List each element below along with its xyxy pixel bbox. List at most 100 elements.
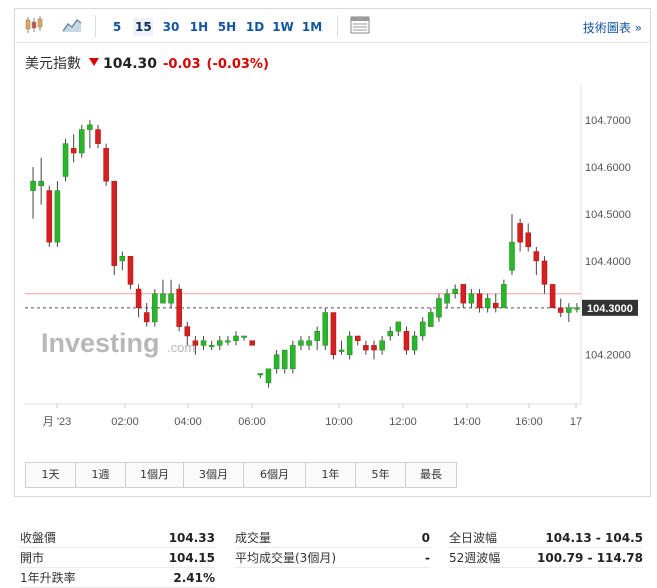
stats-column: 收盤價 104.33 開市 104.15 1年升跌率 2.41% xyxy=(20,528,215,588)
current-price-tag xyxy=(582,299,638,316)
timeframe-1d[interactable]: 1D xyxy=(245,20,265,34)
timeframe-15[interactable]: 15 xyxy=(133,18,153,36)
candle-body xyxy=(557,307,564,313)
price-change: -0.03 xyxy=(163,57,201,72)
candle-body xyxy=(265,368,272,384)
range-1m[interactable]: 1個月 xyxy=(126,463,184,487)
x-tick-label: 17 xyxy=(570,416,582,428)
timeframe-5[interactable]: 5 xyxy=(112,20,122,34)
y-tick-label: 104.2000 xyxy=(585,350,631,362)
chart-toolbar: 5 15 30 1H 5H 1D 1W 1M 技術圖表 » xyxy=(15,9,650,43)
candle-body xyxy=(501,284,507,309)
candle-body xyxy=(298,340,304,346)
candle-body xyxy=(176,288,182,327)
timeframe-5h[interactable]: 5H xyxy=(217,20,237,34)
candle-body xyxy=(233,335,239,341)
y-tick-label: 104.5000 xyxy=(585,209,631,221)
candle-body xyxy=(419,321,426,337)
timeframe-1h[interactable]: 1H xyxy=(189,20,209,34)
candle-body xyxy=(330,312,337,355)
quote-header: 美元指數 104.30 -0.03 (-0.03%) xyxy=(25,53,269,75)
stat-row: 1年升跌率 2.41% xyxy=(20,568,215,588)
table-icon[interactable] xyxy=(349,15,371,35)
candle-body xyxy=(87,124,93,130)
candle-body xyxy=(119,255,126,262)
range-3m[interactable]: 3個月 xyxy=(184,463,244,487)
candle-body xyxy=(574,307,580,310)
candle-body xyxy=(517,223,523,243)
range-6m[interactable]: 6個月 xyxy=(244,463,306,487)
candle-body xyxy=(62,143,69,177)
candle-body xyxy=(38,180,44,187)
candle-body xyxy=(241,335,247,338)
candle-body xyxy=(338,349,345,352)
range-1w[interactable]: 1週 xyxy=(76,463,126,487)
candle-body xyxy=(54,190,61,243)
area-chart-icon[interactable] xyxy=(61,15,83,35)
range-max[interactable]: 最長 xyxy=(406,463,456,487)
candle-body xyxy=(281,349,288,370)
stats-table: 收盤價 104.33 開市 104.15 1年升跌率 2.41% 成交量 0 平均成交量… xyxy=(20,528,643,588)
candle-body xyxy=(549,284,556,309)
stat-label: 全日波幅 xyxy=(449,531,498,545)
candle-body xyxy=(216,340,223,346)
stats-column: 全日波幅 104.13 - 104.5 52週波幅 100.79 - 114.78 xyxy=(449,528,643,568)
candlestick-icon[interactable] xyxy=(23,15,45,35)
candle-body xyxy=(387,331,394,337)
candle-body xyxy=(30,180,36,191)
candle-body xyxy=(152,293,158,323)
stat-label: 平均成交量(3個月) xyxy=(235,551,336,565)
timeframe-1w[interactable]: 1W xyxy=(272,20,294,34)
candle-body xyxy=(509,241,515,271)
candle-body xyxy=(525,232,532,248)
toolbar-separator xyxy=(95,15,96,37)
stat-value: 0 xyxy=(421,531,430,545)
stat-value: 104.33 xyxy=(168,531,215,545)
stat-value: 104.15 xyxy=(168,551,215,565)
watermark-text: Investing xyxy=(41,328,160,358)
stat-label: 開市 xyxy=(20,551,45,565)
current-price-label: 104.3000 xyxy=(587,303,633,315)
candle-body xyxy=(363,345,369,351)
candle-body xyxy=(273,354,280,370)
range-selector: 1天 1週 1個月 3個月 6個月 1年 5年 最長 xyxy=(25,462,457,488)
candle-body xyxy=(168,293,174,304)
timeframe-1m[interactable]: 1M xyxy=(301,20,323,34)
candle-body xyxy=(444,293,450,304)
range-1y[interactable]: 1年 xyxy=(306,463,356,487)
range-5y[interactable]: 5年 xyxy=(356,463,406,487)
candle-body xyxy=(200,340,207,346)
timeframe-30[interactable]: 30 xyxy=(162,20,180,34)
stat-value: 2.41% xyxy=(173,571,215,585)
candle-body xyxy=(160,293,166,304)
technical-chart-link[interactable]: 技術圖表 » xyxy=(582,21,642,35)
candle-body xyxy=(225,340,231,343)
stat-value: 100.79 - 114.78 xyxy=(537,551,643,565)
stats-column: 成交量 0 平均成交量(3個月) - xyxy=(235,528,430,568)
stat-row: 全日波幅 104.13 - 104.5 xyxy=(449,528,643,548)
stat-label: 成交量 xyxy=(235,531,272,545)
candle-body xyxy=(192,340,199,346)
candle-body xyxy=(346,335,353,355)
range-1d[interactable]: 1天 xyxy=(26,463,76,487)
candle-body xyxy=(70,148,77,154)
candle-body xyxy=(541,260,548,285)
candle-body xyxy=(476,293,483,309)
candle-body xyxy=(306,340,312,346)
candle-body xyxy=(135,288,142,309)
x-tick-label: 06:00 xyxy=(238,416,266,428)
candle-body xyxy=(371,345,377,351)
candle-body xyxy=(468,293,475,304)
candle-body xyxy=(290,345,296,370)
candle-body xyxy=(411,335,418,351)
candle-body xyxy=(484,298,491,309)
x-tick-label: 02:00 xyxy=(111,416,139,428)
candle-body xyxy=(460,284,467,304)
candle-body xyxy=(428,312,434,327)
candle-body xyxy=(436,298,442,318)
y-tick-label: 104.6000 xyxy=(585,162,631,174)
x-tick-label: 16:00 xyxy=(515,416,543,428)
candle-body xyxy=(322,312,329,346)
candle-body xyxy=(46,190,53,243)
candle-body xyxy=(379,340,385,351)
